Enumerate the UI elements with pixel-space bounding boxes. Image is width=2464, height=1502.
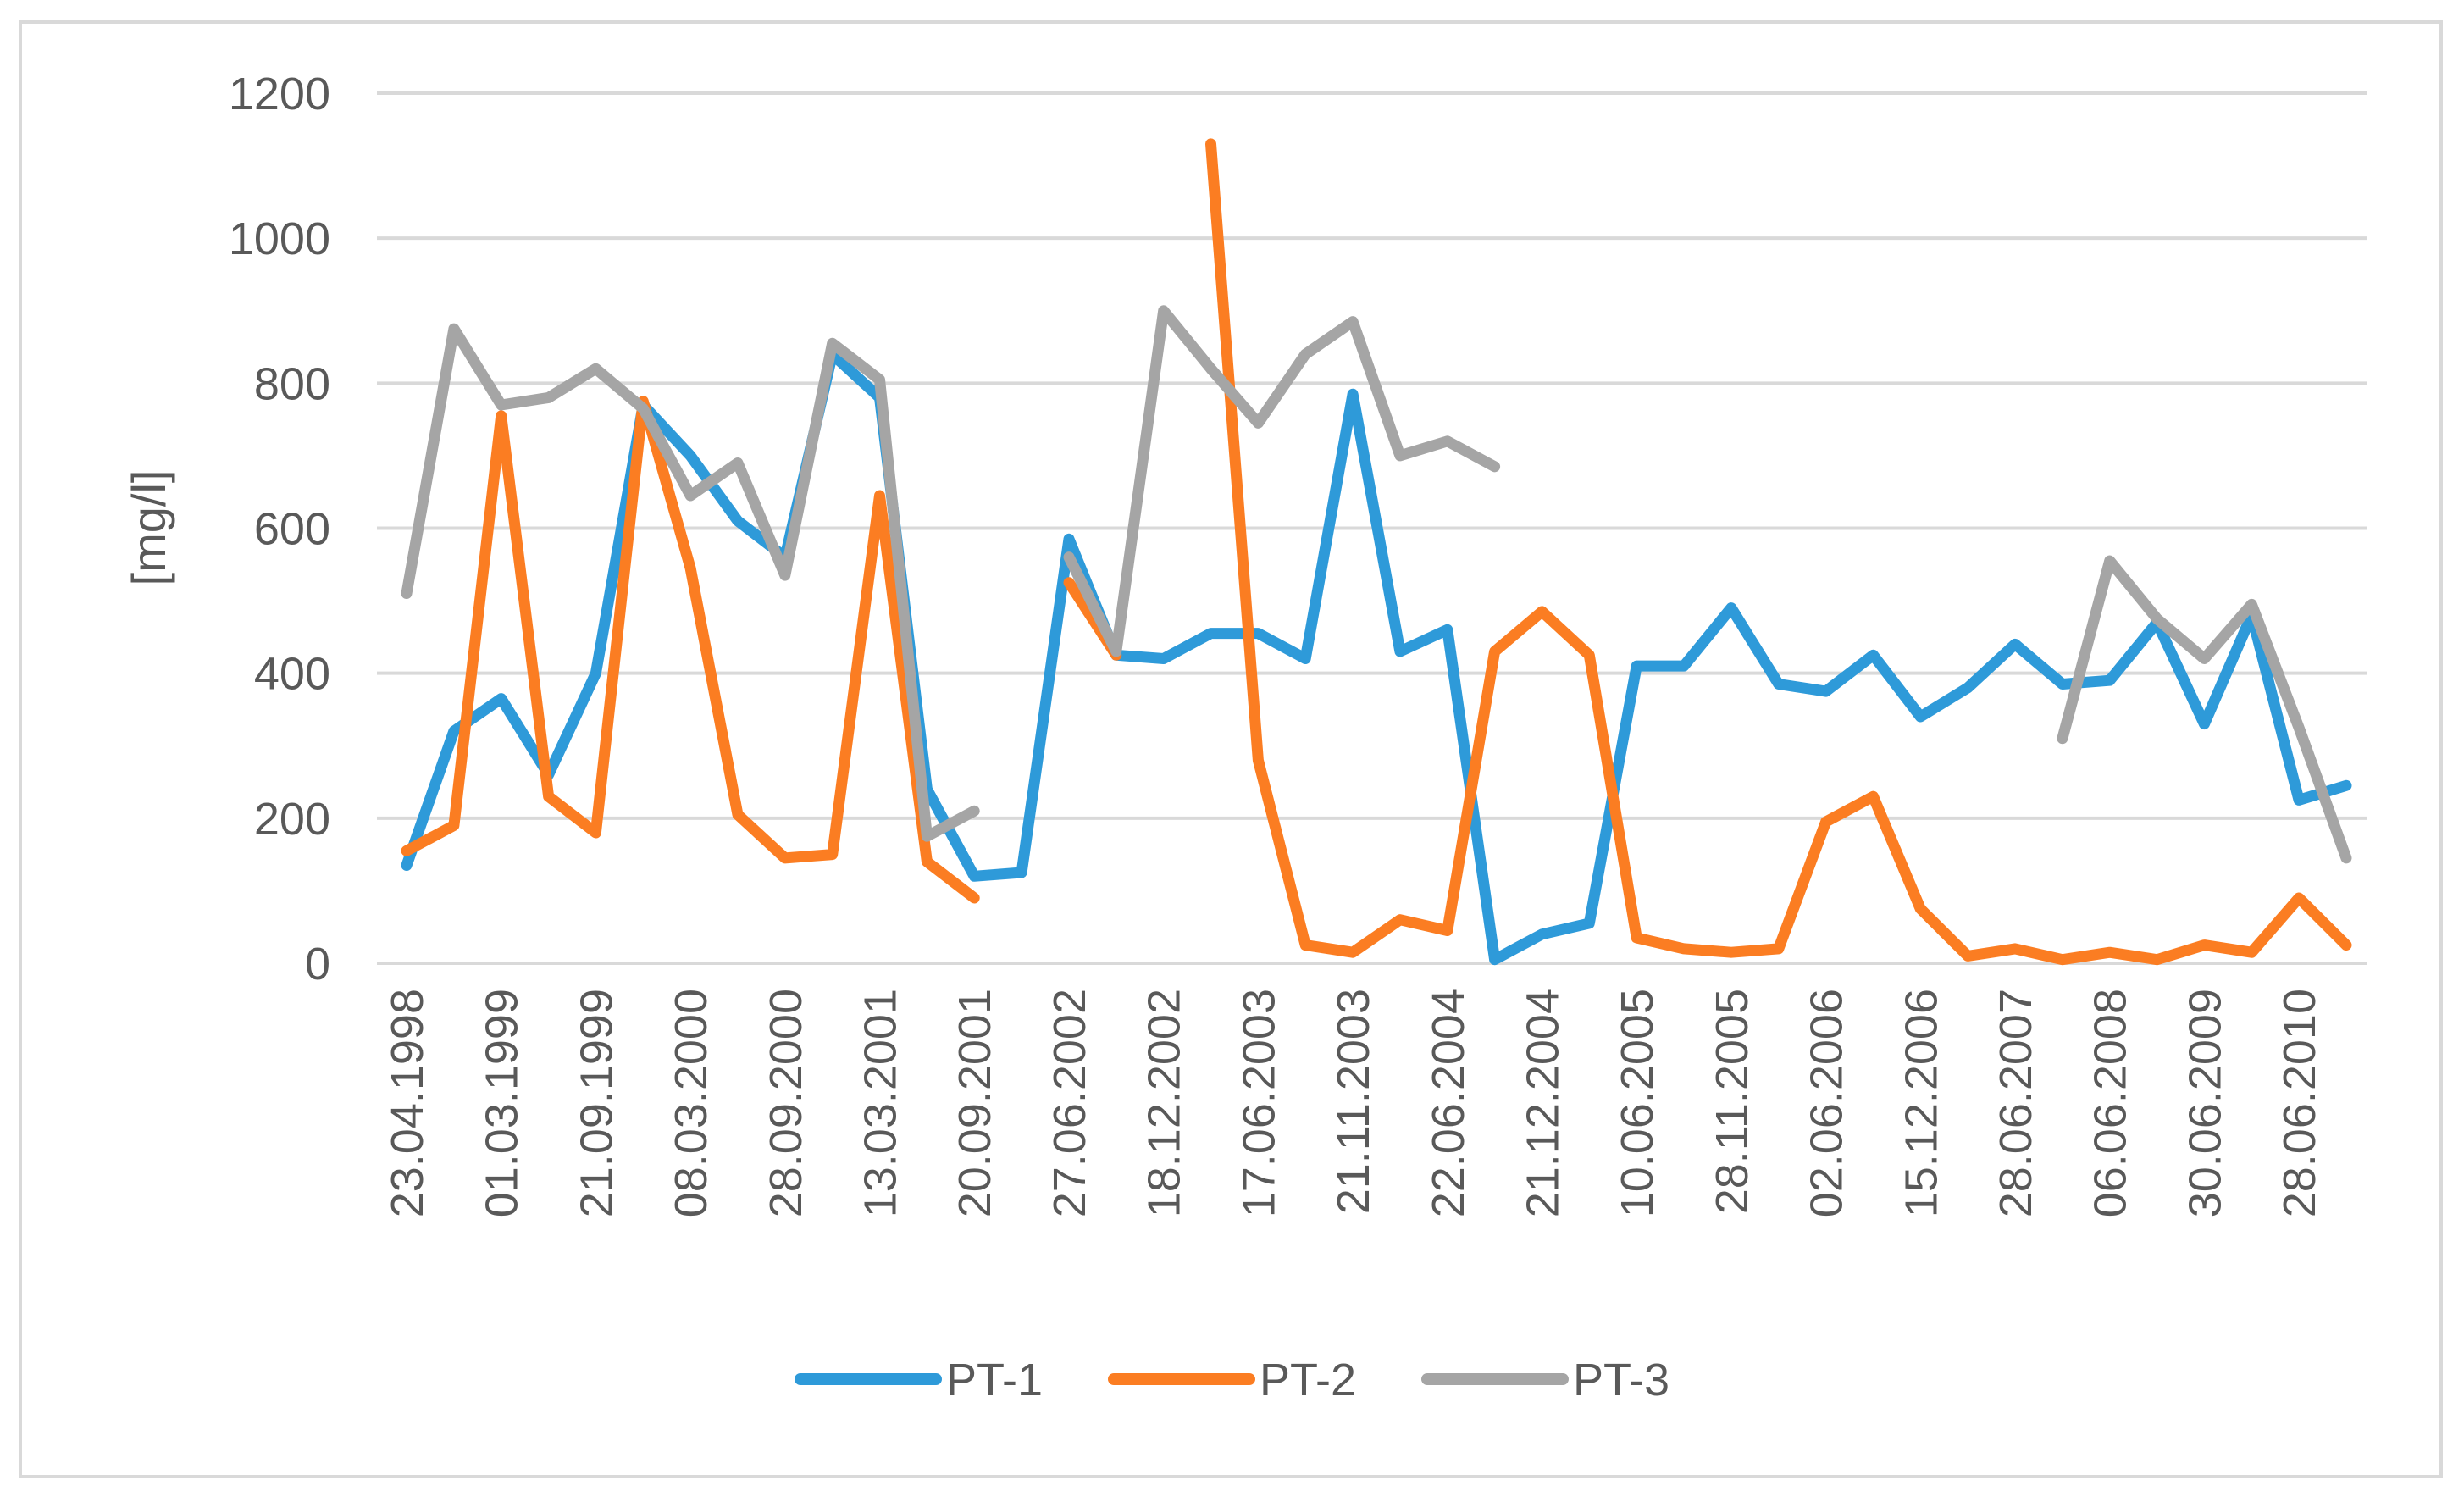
y-tick-label: 1000 bbox=[229, 213, 330, 264]
legend: PT-1 PT-2 PT-3 bbox=[795, 1355, 1669, 1405]
x-tick-label: 23.04.1998 bbox=[382, 989, 433, 1217]
x-tick-label: 10.06.2005 bbox=[1612, 989, 1663, 1217]
x-tick-label: 17.06.2003 bbox=[1233, 989, 1284, 1217]
x-axis-ticks: 23.04.1998 01.03.1999 21.09.1999 08.03.2000… bbox=[382, 989, 2325, 1217]
y-tick-label: 0 bbox=[305, 939, 330, 989]
y-tick-label: 400 bbox=[254, 649, 330, 700]
x-tick-label: 06.06.2008 bbox=[2085, 989, 2136, 1217]
series-line-pt-1 bbox=[401, 348, 2352, 966]
x-tick-label: 20.09.2001 bbox=[950, 989, 1000, 1217]
x-tick-label: 22.06.2004 bbox=[1423, 989, 1474, 1217]
x-tick-label: 28.06.2010 bbox=[2274, 989, 2325, 1217]
x-tick-label: 15.12.2006 bbox=[1896, 989, 1946, 1217]
y-axis-title: [mg/l] bbox=[122, 470, 175, 586]
x-tick-label: 01.03.1999 bbox=[477, 989, 528, 1217]
x-tick-label: 28.11.2005 bbox=[1707, 989, 1758, 1214]
x-tick-label: 02.06.2006 bbox=[1802, 989, 1852, 1217]
x-tick-label: 28.06.2007 bbox=[1991, 989, 2041, 1217]
x-tick-label: 27.06.2002 bbox=[1044, 989, 1095, 1217]
y-axis-ticks: 0 200 400 600 800 1000 1200 bbox=[229, 69, 330, 989]
x-tick-label: 13.03.2001 bbox=[855, 989, 906, 1217]
x-tick-label: 18.12.2002 bbox=[1139, 989, 1190, 1217]
legend-label-pt-1: PT-1 bbox=[946, 1355, 1043, 1405]
legend-label-pt-2: PT-2 bbox=[1260, 1355, 1356, 1405]
x-tick-label: 21.09.1999 bbox=[571, 989, 622, 1217]
x-tick-label: 21.12.2004 bbox=[1517, 989, 1568, 1217]
x-tick-label: 21.11.2003 bbox=[1328, 989, 1379, 1214]
y-tick-label: 200 bbox=[254, 794, 330, 845]
y-tick-label: 600 bbox=[254, 504, 330, 555]
y-tick-label: 1200 bbox=[229, 69, 330, 119]
x-tick-label: 28.09.2000 bbox=[761, 989, 811, 1217]
x-tick-label: 08.03.2000 bbox=[666, 989, 717, 1217]
x-tick-label: 30.06.2009 bbox=[2179, 989, 2230, 1217]
y-tick-label: 800 bbox=[254, 358, 330, 409]
legend-label-pt-3: PT-3 bbox=[1573, 1355, 1669, 1405]
series-lines bbox=[401, 138, 2352, 966]
chart-frame bbox=[19, 20, 2443, 1478]
